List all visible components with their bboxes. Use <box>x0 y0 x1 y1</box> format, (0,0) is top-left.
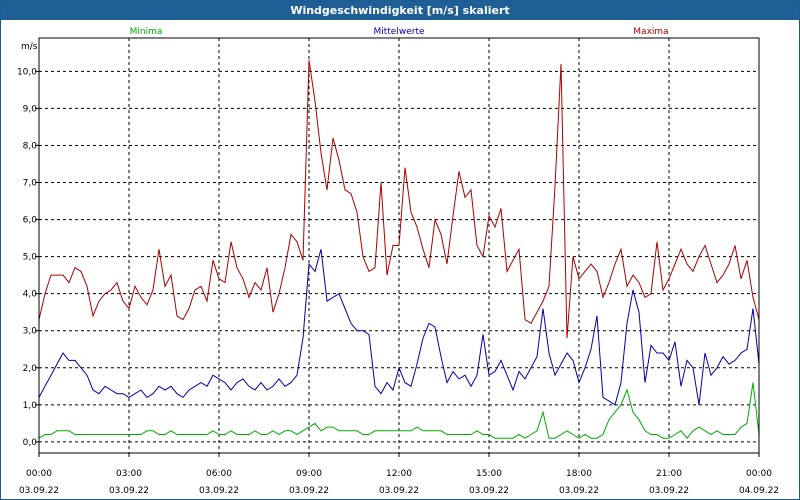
window-title: Windgeschwindigkeit [m/s] skaliert <box>1 1 799 20</box>
x-tick-date-label: 03.09.22 <box>649 486 689 496</box>
x-tick-time-label: 09:00 <box>296 469 322 479</box>
x-tick-date-label: 03.09.22 <box>109 486 149 496</box>
x-tick-date-label: 04.09.22 <box>739 486 779 496</box>
y-tick-label: 9,0 <box>23 104 38 114</box>
x-tick-time-label: 12:00 <box>386 469 412 479</box>
y-tick-label: 2,0 <box>23 364 38 374</box>
series-line-mittelwerte <box>38 249 760 406</box>
x-tick-time-label: 21:00 <box>656 469 682 479</box>
x-tick-time-label: 00:00 <box>26 469 52 479</box>
x-tick-time-label: 00:00 <box>746 469 772 479</box>
x-tick-date-label: 03.09.22 <box>19 486 59 496</box>
x-tick-date-label: 03.09.22 <box>289 486 329 496</box>
x-tick-date-label: 03.09.22 <box>199 486 239 496</box>
y-tick-label: 4,0 <box>23 290 38 300</box>
x-tick-date-label: 03.09.22 <box>559 486 599 496</box>
x-tick-time-label: 15:00 <box>476 469 502 479</box>
y-tick-label: 10,0 <box>17 67 37 77</box>
y-tick-label: 1,0 <box>23 401 38 411</box>
x-tick-time-label: 06:00 <box>206 469 232 479</box>
series-line-minima <box>38 382 760 439</box>
y-tick-label: 5,0 <box>23 253 38 263</box>
legend-maxima: Maxima <box>633 27 668 37</box>
x-tick-time-label: 18:00 <box>566 469 592 479</box>
y-tick-label: 0,0 <box>23 438 38 448</box>
legend-minima: Minima <box>130 27 163 37</box>
x-tick-time-label: 03:00 <box>116 469 142 479</box>
y-axis-unit-label: m/s <box>21 42 38 52</box>
y-tick-label: 6,0 <box>23 216 38 226</box>
y-tick-label: 8,0 <box>23 141 38 151</box>
x-tick-date-label: 03.09.22 <box>469 486 509 496</box>
legend-mittelwerte: Mittelwerte <box>373 27 424 37</box>
plot-area <box>38 37 760 454</box>
x-tick-date-label: 03.09.22 <box>379 486 419 496</box>
series-line-maxima <box>38 60 760 339</box>
y-tick-label: 7,0 <box>23 179 38 189</box>
y-tick-label: 3,0 <box>23 327 38 337</box>
